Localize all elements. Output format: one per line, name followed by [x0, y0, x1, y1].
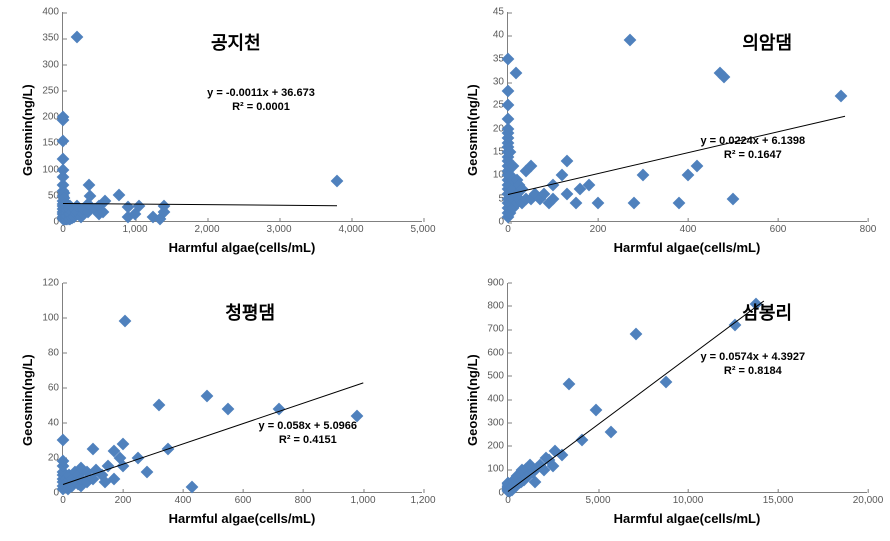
x-tick-label: 200: [115, 492, 132, 506]
chart-title: 의암댐: [742, 29, 792, 55]
y-tick-label: 300: [42, 59, 63, 70]
y-axis-label: Geosmin(ng/L): [465, 355, 480, 447]
x-tick-label: 600: [235, 492, 252, 506]
plot-area: 010020030040050060070080090005,00010,000…: [507, 283, 867, 493]
chart-panel: 02040608010012002004006008001,0001,200청평…: [0, 271, 445, 541]
y-tick-label: 350: [42, 33, 63, 44]
y-tick-label: 800: [487, 300, 508, 311]
data-marker: [592, 197, 605, 210]
y-tick-label: 250: [42, 85, 63, 96]
data-marker: [629, 327, 642, 340]
data-marker: [113, 188, 126, 201]
y-tick-label: 60: [48, 382, 63, 393]
plot-area: 02040608010012002004006008001,0001,200청평…: [62, 283, 422, 493]
data-marker: [628, 197, 641, 210]
y-tick-label: 45: [493, 7, 508, 18]
data-marker: [201, 390, 214, 403]
plot-area: 05010015020025030035040001,0002,0003,000…: [62, 12, 422, 222]
data-marker: [673, 197, 686, 210]
x-tick-label: 1,000: [122, 221, 147, 235]
x-tick-label: 2,000: [194, 221, 219, 235]
x-tick-label: 15,000: [763, 492, 794, 506]
data-marker: [153, 399, 166, 412]
x-axis-label: Harmful algae(cells/mL): [614, 511, 761, 526]
y-axis-label: Geosmin(ng/L): [20, 84, 35, 176]
y-tick-label: 600: [487, 347, 508, 358]
y-tick-label: 200: [487, 440, 508, 451]
y-tick-label: 700: [487, 324, 508, 335]
y-tick-label: 900: [487, 277, 508, 288]
data-marker: [569, 197, 582, 210]
x-tick-label: 10,000: [673, 492, 704, 506]
x-tick-label: 800: [295, 492, 312, 506]
x-tick-label: 5,000: [410, 221, 435, 235]
data-marker: [563, 378, 576, 391]
y-tick-label: 40: [48, 417, 63, 428]
x-tick-label: 3,000: [266, 221, 291, 235]
y-tick-label: 120: [42, 277, 63, 288]
x-tick-label: 400: [680, 221, 697, 235]
data-marker: [71, 31, 84, 44]
x-tick-label: 1,000: [350, 492, 375, 506]
x-tick-label: 4,000: [338, 221, 363, 235]
data-marker: [604, 425, 617, 438]
data-marker: [560, 155, 573, 168]
y-tick-label: 80: [48, 347, 63, 358]
data-marker: [330, 175, 343, 188]
x-axis-label: Harmful algae(cells/mL): [614, 240, 761, 255]
data-marker: [222, 402, 235, 415]
regression-equation: y = 0.0224x + 6.1398R² = 0.1647: [700, 134, 805, 163]
chart-title: 청평댐: [225, 299, 275, 325]
y-axis-label: Geosmin(ng/L): [20, 355, 35, 447]
data-marker: [623, 34, 636, 47]
data-marker: [118, 315, 131, 328]
chart-panel: 010020030040050060070080090005,00010,000…: [445, 271, 890, 541]
data-marker: [510, 66, 523, 79]
chart-panel: 05010015020025030035040001,0002,0003,000…: [0, 0, 445, 270]
regression-equation: y = 0.058x + 5.0966R² = 0.4151: [259, 419, 357, 448]
x-tick-label: 1,200: [410, 492, 435, 506]
data-marker: [57, 434, 70, 447]
y-tick-label: 100: [42, 312, 63, 323]
regression-equation: y = 0.0574x + 4.3927R² = 0.8184: [700, 350, 805, 379]
data-marker: [117, 437, 130, 450]
data-marker: [87, 442, 100, 455]
x-axis-label: Harmful algae(cells/mL): [169, 511, 316, 526]
data-marker: [560, 188, 573, 201]
y-tick-label: 400: [487, 394, 508, 405]
y-tick-label: 40: [493, 30, 508, 41]
x-tick-label: 200: [590, 221, 607, 235]
y-tick-label: 500: [487, 370, 508, 381]
x-tick-label: 20,000: [853, 492, 884, 506]
y-tick-label: 300: [487, 417, 508, 428]
data-marker: [141, 465, 154, 478]
data-marker: [835, 90, 848, 103]
data-marker: [727, 192, 740, 205]
data-marker: [637, 169, 650, 182]
data-marker: [83, 179, 96, 192]
regression-equation: y = -0.0011x + 36.673R² = 0.0001: [207, 86, 315, 115]
y-tick-label: 400: [42, 7, 63, 18]
chart-title: 공지천: [211, 29, 261, 55]
x-tick-label: 600: [770, 221, 787, 235]
data-marker: [682, 169, 695, 182]
y-axis-label: Geosmin(ng/L): [465, 84, 480, 176]
data-marker: [590, 403, 603, 416]
x-tick-label: 800: [860, 221, 877, 235]
y-tick-label: 100: [487, 464, 508, 475]
plot-area: 0510152025303540450200400600800의암댐y = 0.…: [507, 12, 867, 222]
x-axis-label: Harmful algae(cells/mL): [169, 240, 316, 255]
chart-panel: 0510152025303540450200400600800의암댐y = 0.…: [445, 0, 890, 270]
x-tick-label: 5,000: [585, 492, 610, 506]
x-tick-label: 400: [175, 492, 192, 506]
chart-title: 삼봉리: [742, 299, 792, 325]
